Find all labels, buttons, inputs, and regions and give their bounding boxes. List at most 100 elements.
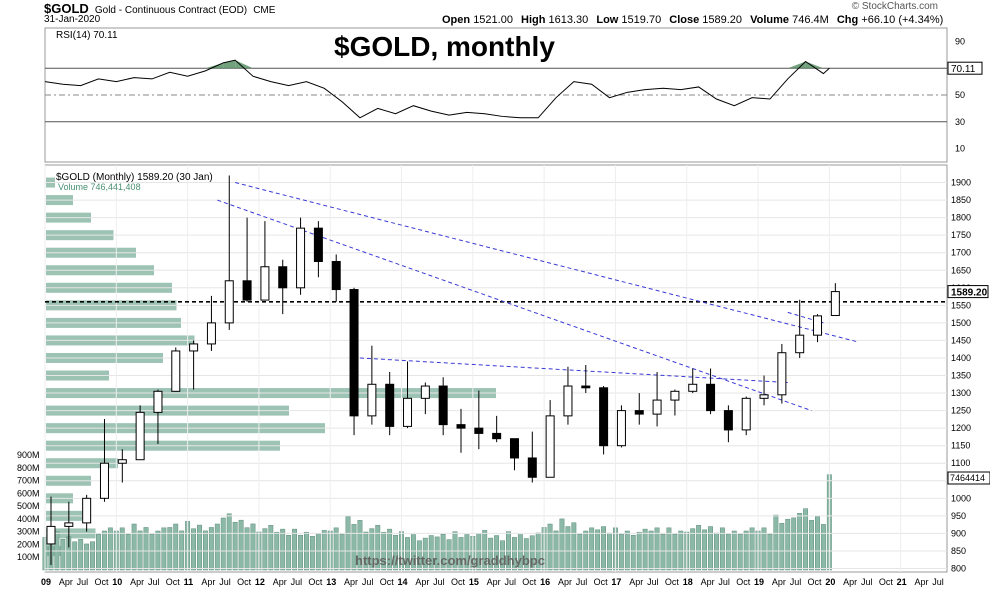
candle-body [82,497,92,524]
rsi-tick-label: 30 [955,117,965,127]
candle-body [278,266,288,289]
volume-bar [773,514,779,571]
price-tick-label: 900 [951,528,966,538]
candle-body [313,227,323,262]
candle-body [385,383,395,427]
symbol-description: Gold - Continuous Contract (EOD) [94,5,248,16]
chg-value: +66.10 (+4.34%) [861,14,944,26]
volume-by-price [46,177,496,556]
candle-body [759,394,769,399]
price-tick-label: 1900 [951,178,971,188]
candle-body [438,385,448,426]
volume-bar [191,528,197,571]
volume-bar [618,533,624,571]
x-tick-label: 16 [540,577,550,587]
x-tick-label: Apr [701,577,715,587]
candle-body [99,462,109,499]
volume-bar [666,527,672,571]
candle-body [652,399,662,415]
x-tick-label: Jul [77,577,89,587]
volume-bar [262,528,268,571]
price-tick-label: 950 [951,511,966,521]
rsi-overbought-fill [205,62,224,69]
volume-bar [565,526,571,571]
volume-bar [321,530,327,571]
candle-body [616,410,626,447]
x-tick-label: Oct [308,577,323,587]
exchange: CME [253,5,276,16]
x-tick-label: Jul [219,577,231,587]
volume-tick-label: 200M [17,539,40,549]
x-tick-label: 20 [825,577,835,587]
volume-bar [482,530,488,571]
candle-body [46,525,56,545]
volume-bar [702,529,708,571]
candle-body [403,397,413,427]
volume-bar [690,528,696,571]
x-tick-label: Oct [665,577,680,587]
rsi-tick-label: 10 [955,144,965,154]
volume-bar [232,521,238,571]
candle-body [723,410,733,431]
volume-bar [369,528,375,571]
volume-bar [820,524,826,571]
volume-bar [292,528,298,571]
x-tick-label: Apr [415,577,429,587]
rsi-overbought-fill [787,61,806,69]
volume-bar [803,508,809,571]
candle-body [688,383,698,392]
x-tick-label: Jul [861,577,873,587]
volume-bar [197,524,202,571]
x-tick-label: Apr [558,577,572,587]
x-tick-label: 18 [683,577,693,587]
price-tick-label: 1750 [951,230,971,240]
x-tick-label: Jul [291,577,303,587]
price-tick-label: 850 [951,546,966,556]
volume-bar [119,527,125,571]
candle-body [581,385,591,389]
x-tick-label: 12 [255,577,265,587]
symbol: $GOLD [44,1,89,16]
volume-bar [589,527,595,571]
candle-body [474,427,484,434]
x-tick-label: 19 [754,577,764,587]
x-tick-label: Apr [843,577,857,587]
x-tick-label: Oct [237,577,252,587]
volume-bar [571,522,577,571]
volume-bar [167,527,173,571]
volume-bar [357,520,363,571]
volume-bar [280,528,286,571]
x-tick-label: Apr [201,577,215,587]
low-label: Low [596,14,619,26]
volume-bar [60,539,66,571]
close-value: 1589.20 [702,14,743,26]
watermark-link[interactable]: https://twitter.com/graddhybpc [355,553,545,568]
volume-bar [96,533,101,571]
price-tick-label: 1350 [951,371,971,381]
volume-bar [131,523,137,571]
candle-body [509,438,519,459]
volume-bar [458,537,464,571]
x-tick-label: 11 [184,577,194,587]
volume-bar [125,533,131,571]
open-label: Open [442,14,471,26]
x-tick-label: Apr [629,577,643,587]
x-tick-label: Jul [433,577,445,587]
volume-label: Volume [750,14,790,26]
x-tick-label: Jul [504,577,516,587]
candle-body [331,260,341,291]
last-volume-box [947,471,990,485]
volume-bar [107,527,113,571]
rsi-overbought-fill [223,60,236,69]
rsi-line-path [44,59,830,119]
volume-bar [298,534,303,571]
volume-bar [749,527,755,571]
x-tick-label: Apr [273,577,287,587]
price-tick-label: 1500 [951,318,971,328]
rsi-tick-label: 90 [955,36,965,46]
trendline [359,357,788,384]
volume-bar [446,539,452,571]
candle-body [206,322,216,345]
volume-bar [440,533,446,571]
price-tick-label: 1650 [951,265,971,275]
